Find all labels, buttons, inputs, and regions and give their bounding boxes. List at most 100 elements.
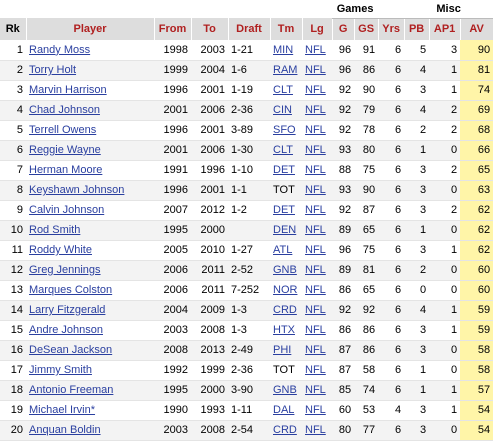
player-link[interactable]: Andre Johnson — [29, 324, 103, 336]
to-cell: 1993 — [200, 404, 225, 416]
col-header-draft[interactable]: Draft — [228, 18, 271, 40]
games-cell: 85 — [332, 380, 355, 400]
team-link[interactable]: MIN — [273, 43, 294, 56]
team-link[interactable]: DAL — [273, 404, 295, 416]
team-link[interactable]: CLT — [273, 144, 293, 156]
league-link[interactable]: NFL — [305, 264, 326, 276]
team-link[interactable]: DET — [273, 204, 295, 216]
player-link[interactable]: Calvin Johnson — [29, 204, 105, 216]
player-link[interactable]: Rod Smith — [29, 224, 81, 236]
all-pro-cell: 2 — [450, 204, 458, 216]
player-link[interactable]: Torry Holt — [29, 64, 77, 76]
league-link[interactable]: NFL — [305, 424, 326, 436]
pro-bowl-cell: 5 — [419, 43, 427, 56]
all-pro-cell: 0 — [429, 340, 461, 360]
league-link[interactable]: NFL — [305, 144, 326, 156]
league-link[interactable]: NFL — [305, 224, 326, 236]
league-cell: NFL — [302, 100, 333, 120]
col-header-from[interactable]: From — [154, 18, 192, 40]
player-link[interactable]: Herman Moore — [29, 164, 103, 176]
rank-cell: 6 — [0, 140, 26, 160]
player-link[interactable]: Anquan Boldin — [29, 424, 101, 436]
player-link[interactable]: Chad Johnson — [29, 104, 100, 116]
league-link[interactable]: NFL — [305, 284, 326, 296]
player-link[interactable]: Marques Colston — [29, 284, 113, 296]
col-header-yrs[interactable]: Yrs — [378, 18, 405, 40]
approx-value-cell: 62 — [460, 220, 493, 240]
league-link[interactable]: NFL — [305, 204, 326, 216]
column-header-row[interactable]: Rk Player From To Draft Tm Lg G GS Yrs P… — [0, 18, 493, 40]
from-cell: 1999 — [154, 60, 191, 80]
table-row: 3 Marvin Harrison 1996 2001 1-19 CLT NFL 92 90 6 3… — [0, 80, 493, 100]
team-link[interactable]: HTX — [273, 324, 295, 336]
league-link[interactable]: NFL — [305, 43, 326, 56]
player-link[interactable]: DeSean Jackson — [29, 344, 113, 356]
player-link[interactable]: Antonio Freeman — [29, 384, 114, 396]
league-link[interactable]: NFL — [305, 104, 326, 116]
draft-cell: 3-90 — [228, 380, 270, 400]
league-link[interactable]: NFL — [305, 404, 326, 416]
league-link[interactable]: NFL — [305, 164, 326, 176]
games-cell: 92 — [338, 204, 352, 216]
league-link[interactable]: NFL — [305, 124, 326, 136]
player-link[interactable]: Michael Irvin* — [29, 404, 96, 416]
col-header-g[interactable]: G — [332, 18, 355, 40]
league-link[interactable]: NFL — [305, 364, 326, 376]
col-header-rk[interactable]: Rk — [0, 18, 27, 40]
player-link[interactable]: Terrell Owens — [29, 124, 97, 136]
player-link[interactable]: Roddy White — [29, 244, 92, 256]
team-link[interactable]: DEN — [273, 224, 297, 236]
league-link[interactable]: NFL — [305, 244, 326, 256]
years-cell: 6 — [394, 43, 402, 56]
player-link[interactable]: Larry Fitzgerald — [29, 304, 106, 316]
player-link[interactable]: Randy Moss — [29, 43, 91, 56]
team-link[interactable]: GNB — [273, 264, 297, 276]
col-header-player[interactable]: Player — [26, 18, 155, 40]
league-cell: NFL — [302, 140, 333, 160]
league-link[interactable]: NFL — [305, 64, 326, 76]
player-link[interactable]: Reggie Wayne — [29, 144, 101, 156]
col-header-pb[interactable]: PB — [404, 18, 430, 40]
team-link[interactable]: ATL — [273, 244, 293, 256]
team-link[interactable]: RAM — [273, 64, 298, 76]
team-link[interactable]: SFO — [273, 124, 296, 136]
player-cell: Calvin Johnson — [26, 200, 154, 220]
team-link[interactable]: CLT — [273, 84, 293, 96]
col-header-lg[interactable]: Lg — [302, 18, 333, 40]
team-link[interactable]: GNB — [273, 384, 297, 396]
team-link[interactable]: CRD — [273, 424, 297, 436]
col-header-tm[interactable]: Tm — [270, 18, 303, 40]
player-link[interactable]: Marvin Harrison — [29, 84, 107, 96]
league-link[interactable]: NFL — [305, 324, 326, 336]
col-header-gs[interactable]: GS — [354, 18, 379, 40]
league-link[interactable]: NFL — [305, 84, 326, 96]
player-link[interactable]: Jimmy Smith — [29, 364, 92, 376]
league-link[interactable]: NFL — [305, 344, 326, 356]
col-header-to[interactable]: To — [191, 18, 229, 40]
team-link[interactable]: DET — [273, 164, 295, 176]
table-row: 19 Michael Irvin* 1990 1993 1-11 DAL NFL 60 53 4 3… — [0, 400, 493, 420]
league-cell: NFL — [302, 260, 333, 280]
col-header-ap1[interactable]: AP1 — [429, 18, 461, 40]
league-link[interactable]: NFL — [305, 184, 326, 196]
from-cell: 2006 — [154, 260, 191, 280]
player-link[interactable]: Keyshawn Johnson — [29, 184, 125, 196]
pro-bowl-cell: 3 — [404, 340, 430, 360]
rank-cell: 8 — [0, 180, 26, 200]
team-link[interactable]: CRD — [273, 304, 297, 316]
all-pro-cell: 0 — [429, 180, 461, 200]
table-row: 4 Chad Johnson 2001 2006 2-36 CIN NFL 92 79 6 4 2 69 — [0, 100, 493, 120]
all-pro-cell: 0 — [429, 420, 461, 440]
team-cell: DET — [270, 200, 302, 220]
player-link[interactable]: Greg Jennings — [29, 264, 101, 276]
team-link[interactable]: PHI — [273, 344, 292, 356]
team-link[interactable]: CIN — [273, 104, 292, 116]
col-header-av[interactable]: AV — [460, 18, 493, 40]
from-cell: 2003 — [154, 420, 191, 440]
league-link[interactable]: NFL — [305, 384, 326, 396]
games-started-cell: 58 — [362, 364, 376, 376]
to-cell: 2006 — [191, 140, 228, 160]
league-link[interactable]: NFL — [305, 304, 326, 316]
team-link[interactable]: NOR — [273, 284, 298, 296]
